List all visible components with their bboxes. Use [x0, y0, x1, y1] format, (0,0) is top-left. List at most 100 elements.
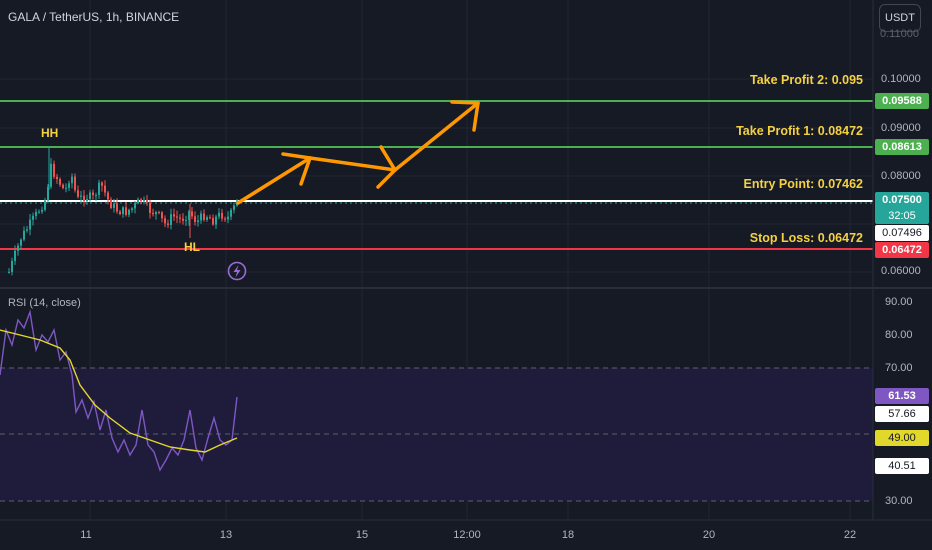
candle-body: [86, 198, 88, 202]
candle-body: [92, 192, 94, 196]
candle-body: [119, 211, 121, 215]
candle-body: [47, 186, 49, 201]
candle-body: [83, 195, 85, 202]
candle-body: [221, 212, 223, 219]
candle-body: [143, 199, 145, 202]
candle-body: [59, 179, 61, 185]
lightning-bolt-icon[interactable]: [227, 261, 247, 281]
candle-body: [188, 211, 190, 220]
time-tick: 18: [561, 529, 575, 541]
projection-arrow[interactable]: [236, 100, 480, 205]
candle-body: [113, 203, 115, 208]
currency-button[interactable]: USDT: [879, 4, 921, 32]
stop-price-tag: 0.06472: [875, 242, 929, 258]
candle-body: [26, 229, 28, 231]
candle-body: [200, 213, 202, 221]
candle-body: [218, 212, 220, 217]
candle-body: [44, 200, 46, 210]
candle-body: [14, 250, 16, 261]
candle-body: [227, 216, 229, 220]
rsi-ma-line: [0, 329, 238, 453]
candle-body: [146, 199, 148, 203]
rsi-tick: 70.00: [885, 362, 913, 374]
candle-body: [128, 209, 130, 215]
tp2-annotation[interactable]: Take Profit 2: 0.095: [749, 73, 863, 87]
candle-body: [53, 163, 55, 177]
rsi-tick: 90.00: [885, 296, 913, 308]
candle-body: [98, 182, 100, 196]
candle-body: [65, 187, 67, 189]
candle-body: [101, 182, 103, 186]
hh-label[interactable]: HH: [41, 126, 59, 140]
candle-body: [62, 184, 64, 189]
candle-body: [185, 219, 187, 221]
candle-body: [38, 211, 40, 213]
candle-body: [50, 163, 52, 187]
hl-label[interactable]: HL: [184, 240, 200, 254]
candle-body: [32, 215, 34, 220]
candle-body: [68, 183, 70, 188]
candle-body: [41, 209, 43, 212]
time-tick: 20: [702, 529, 716, 541]
stop-annotation[interactable]: Stop Loss: 0.06472: [749, 231, 863, 245]
candle-body: [29, 219, 31, 230]
candle-body: [191, 211, 193, 217]
candle-body: [104, 185, 106, 193]
rsi-level-tag: 40.51: [875, 458, 929, 474]
candle-body: [35, 211, 37, 216]
clipped-tick: 0.11000: [880, 28, 919, 40]
entry-annotation[interactable]: Entry Point: 0.07462: [743, 177, 864, 191]
rsi-tick: 30.00: [885, 495, 913, 507]
candle-body: [131, 208, 133, 210]
tp2-price-tag: 0.09588: [875, 93, 929, 109]
candle-body: [152, 212, 154, 215]
candle-body: [155, 212, 157, 215]
candle-body: [161, 212, 163, 219]
candle-body: [56, 176, 58, 180]
candle-body: [110, 199, 112, 208]
rsi-value-tag: 61.53: [875, 388, 929, 404]
rsi-level-tag: 57.66: [875, 406, 929, 422]
price-tick: 0.09000: [881, 122, 921, 134]
tp1-annotation[interactable]: Take Profit 1: 0.08472: [736, 124, 863, 138]
rsi-tick: 80.00: [885, 329, 913, 341]
candle-body: [17, 245, 19, 251]
candle-body: [164, 218, 166, 224]
candle-body: [203, 213, 205, 220]
candle-body: [215, 216, 217, 225]
candlestick-series: [8, 146, 238, 276]
current-price-tag: 0.07500: [875, 192, 929, 208]
candle-body: [158, 212, 160, 214]
candle-body: [194, 216, 196, 223]
candle-body: [173, 214, 175, 217]
candle-body: [125, 207, 127, 215]
price-tick: 0.10000: [881, 73, 921, 85]
candle-body: [149, 202, 151, 213]
candle-body: [212, 218, 214, 225]
price-tick: 0.08000: [881, 170, 921, 182]
candle-body: [122, 207, 124, 215]
candle-body: [197, 220, 199, 223]
candle-body: [134, 203, 136, 209]
candle-body: [224, 218, 226, 220]
rsi-title[interactable]: RSI (14, close): [8, 297, 81, 309]
candle-body: [80, 195, 82, 197]
price-tick: 0.06000: [881, 265, 921, 277]
candle-body: [116, 203, 118, 212]
candle-body: [182, 218, 184, 221]
time-tick: 12:00: [453, 529, 481, 541]
candle-body: [71, 176, 73, 184]
time-tick: 22: [843, 529, 857, 541]
symbol-title[interactable]: GALA / TetherUS, 1h, BINANCE: [8, 10, 180, 24]
time-tick: 13: [219, 529, 233, 541]
time-tick: 15: [355, 529, 369, 541]
candle-body: [11, 260, 13, 272]
candle-body: [179, 217, 181, 219]
time-tick: 11: [80, 529, 92, 541]
mark-price-tag: 0.07496: [875, 225, 929, 241]
candle-body: [140, 199, 142, 202]
candle-body: [107, 192, 109, 200]
candle-body: [230, 209, 232, 217]
